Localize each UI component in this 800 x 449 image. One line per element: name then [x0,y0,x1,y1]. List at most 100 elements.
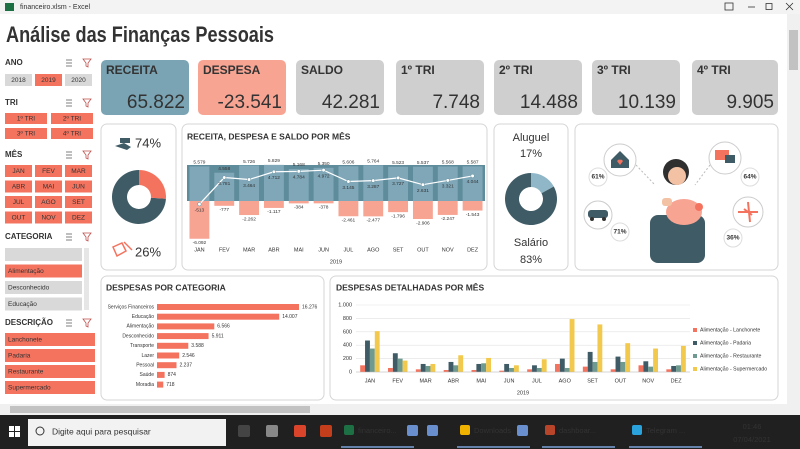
bar-value-label: 5.579 [193,160,205,166]
scroll-thumb[interactable] [789,30,798,70]
y-tick-label: 400 [343,343,352,349]
bar [397,358,403,372]
clear-filter-icon[interactable] [82,232,92,242]
maximize[interactable] [765,3,773,10]
bar-value-label: 5.911 [212,333,224,339]
bar-value-label: -2.262 [242,216,256,222]
bar-value-label: -2.477 [366,218,380,224]
income-panel [493,123,569,271]
saldo-marker [346,179,351,184]
search-icon [35,426,45,436]
clear-filter-icon[interactable] [82,58,92,68]
close[interactable] [785,2,794,11]
x-tick-label: SET [393,247,404,253]
hscroll-thumb[interactable] [10,406,310,413]
bar-value-label: 5.606 [342,160,354,166]
slicer-button[interactable] [5,196,32,208]
taskbar-icon[interactable] [238,425,250,437]
slicer-button[interactable] [5,248,82,261]
ribbon-toggle[interactable] [724,2,734,11]
taskbar-app-icon[interactable] [632,425,642,435]
horizontal-scrollbar[interactable] [0,404,787,415]
slicer-button[interactable] [5,165,32,177]
slicer-button[interactable] [5,365,95,378]
slicer-button[interactable] [65,74,92,86]
x-tick-label: OUT [615,378,627,384]
taskbar-app-icon[interactable] [344,425,354,435]
bar [486,357,491,372]
search-box[interactable] [28,419,226,446]
vertical-scrollbar[interactable] [787,14,800,415]
x-tick-label: JUN [504,378,515,384]
taskbar-icon[interactable] [427,425,438,436]
slicer-button[interactable] [65,165,92,177]
clear-filter-icon[interactable] [82,318,92,328]
taskbar-app-label[interactable]: dashboar... [559,426,596,435]
bar [471,369,477,372]
saldo-value-label: -513 [195,207,205,213]
multiselect-icon[interactable] [66,319,72,327]
slicer-button[interactable] [5,264,82,278]
bar [559,358,565,372]
slicer-button[interactable] [51,128,93,139]
slicer-button[interactable] [35,211,62,224]
multiselect-icon[interactable] [66,99,72,107]
bar-value-label: 5.726 [243,159,255,165]
x-axis-label: 2019 [330,259,342,265]
slicer-button[interactable] [5,211,32,224]
slicer-button-label: 2018 [11,77,26,84]
chart-title: RECEITA, DESPESA E SALDO POR MÊS [187,130,351,141]
taskbar-icon[interactable] [517,425,528,436]
bar-value-label: 14.007 [282,314,298,320]
slicer-header: DESCRIÇÃO [5,318,53,327]
kpi-value: 42.281 [322,92,380,113]
bar-value-label: 5.350 [318,161,330,167]
y-tick-label: Desconhecido [122,333,154,339]
taskbar-app-label[interactable]: Downloads [474,426,511,435]
slicer-button[interactable] [65,180,92,193]
taskbar-app-label[interactable]: financeiro... [358,426,397,435]
slicer-button[interactable] [5,128,47,139]
bar [448,361,454,372]
slicer-button[interactable] [5,113,47,124]
multiselect-icon[interactable] [66,59,72,67]
bar [587,351,593,372]
slicer-button[interactable] [65,211,92,224]
slicer-button[interactable] [35,74,62,86]
clear-filter-icon[interactable] [82,98,92,108]
search-placeholder[interactable]: Digite aqui para pesquisar [52,426,151,436]
slicer-button[interactable] [5,180,32,193]
multiselect-icon[interactable] [66,151,72,159]
slicer-button[interactable] [5,381,95,394]
clear-filter-icon[interactable] [82,150,92,160]
kpi-card [692,60,778,115]
taskbar-icon[interactable] [407,425,418,436]
bar-value-label: 6.566 [217,324,230,330]
slicer-button[interactable] [35,196,62,208]
bar [676,365,681,372]
y-tick-label: Alimentação [126,324,154,330]
slicer-button[interactable] [5,74,32,86]
taskbar-app-icon[interactable] [545,425,555,435]
bar [430,363,436,372]
donut-category-label: Salário [514,237,548,249]
slicer-button[interactable] [65,196,92,208]
taskbar-icon[interactable] [266,425,278,437]
percent-badge [610,222,630,242]
taskbar-app-label[interactable]: Telegram ... [646,426,685,435]
start-button[interactable] [9,426,20,437]
slicer-button[interactable] [5,333,95,346]
kpi-label: RECEITA [106,63,158,77]
taskbar-app-icon[interactable] [460,425,470,435]
slicer-button[interactable] [35,180,62,193]
slicer-button[interactable] [51,113,93,124]
taskbar-icon[interactable] [320,425,332,437]
multiselect-icon[interactable] [66,233,72,241]
slicer-button[interactable] [5,281,82,294]
slicer-button[interactable] [35,165,62,177]
slicer-button[interactable] [5,297,82,311]
bar-value-label: -378 [319,205,329,211]
slicer-button[interactable] [5,349,95,362]
taskbar-icon[interactable] [294,425,306,437]
window-controls[interactable] [724,2,794,11]
